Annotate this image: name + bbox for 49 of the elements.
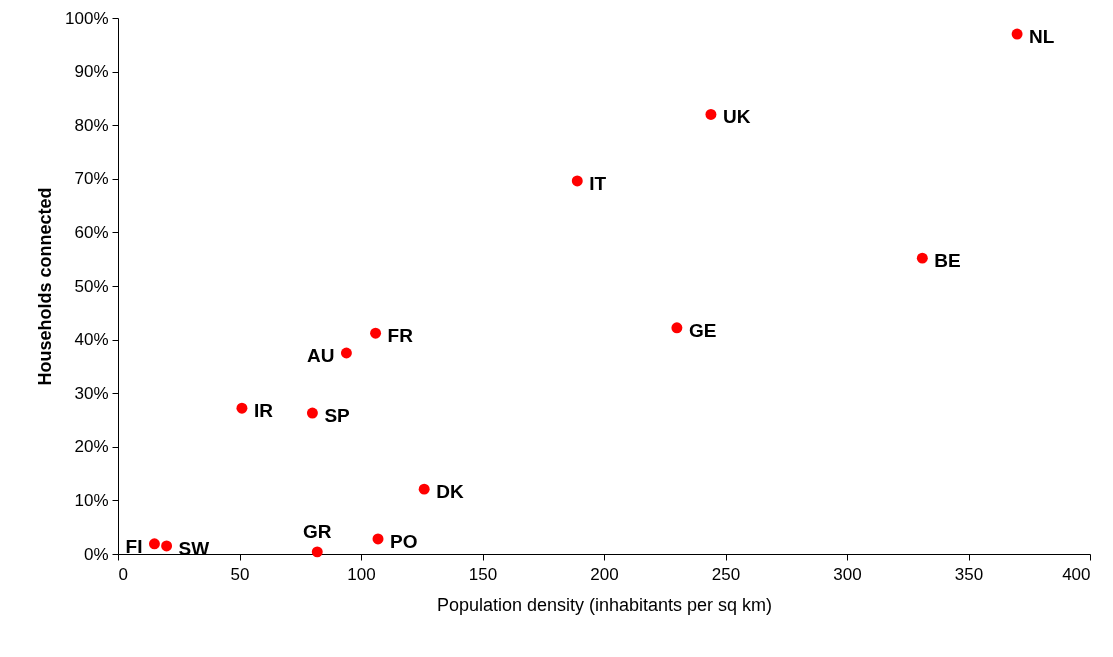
annotation: PO: [390, 530, 418, 552]
point: [571, 175, 583, 187]
point: [372, 533, 384, 545]
annotation: BE: [934, 250, 961, 272]
x-tick-label: 50: [230, 564, 250, 584]
x-tick-label: 350: [954, 564, 984, 584]
annotation: IR: [253, 400, 274, 422]
y-tick-label: 40%: [74, 330, 109, 350]
point: [161, 540, 173, 552]
point: [311, 546, 323, 558]
y-tick-label: 70%: [74, 169, 109, 189]
x-tick-label: 0: [118, 564, 128, 584]
y-axis-title: Households connected: [35, 187, 56, 386]
point: [236, 402, 248, 414]
annotation: GE: [688, 319, 717, 341]
y-tick-label: 60%: [74, 222, 109, 242]
x-tick-label: 300: [833, 564, 862, 584]
y-tick-label: 80%: [74, 115, 109, 135]
x-tick-label: 200: [590, 564, 619, 584]
point: [1011, 28, 1023, 40]
point: [370, 327, 382, 339]
x-tick-label: 100: [347, 564, 376, 584]
y-tick-label: 100%: [65, 8, 109, 28]
y-tick-label: 30%: [74, 383, 109, 403]
annotation: FR: [387, 325, 414, 347]
annotation: IT: [589, 172, 607, 194]
y-tick-label: 50%: [74, 276, 109, 296]
x-axis-title: Population density (inhabitants per sq km): [436, 594, 773, 615]
point: [705, 109, 717, 120]
point: [671, 322, 683, 334]
annotation: GR: [303, 520, 332, 542]
y-tick-label: 10%: [74, 490, 109, 510]
y-tick-label: 90%: [74, 62, 109, 82]
y-tick-label: 0%: [83, 544, 109, 564]
point: [148, 538, 160, 550]
point: [340, 347, 352, 359]
x-tick-label: 400: [1062, 564, 1091, 584]
x-tick-label: 150: [468, 564, 498, 584]
annotation: FI: [125, 535, 143, 557]
point: [418, 483, 430, 495]
point: [306, 407, 318, 419]
x-tick-label: 250: [711, 564, 741, 584]
annotation: SP: [324, 405, 351, 427]
annotation: UK: [722, 106, 751, 128]
annotation: NL: [1029, 26, 1055, 48]
annotation: AU: [306, 345, 335, 366]
y-tick-label: 20%: [74, 437, 109, 457]
annotation: DK: [436, 481, 464, 503]
point: [916, 252, 928, 264]
